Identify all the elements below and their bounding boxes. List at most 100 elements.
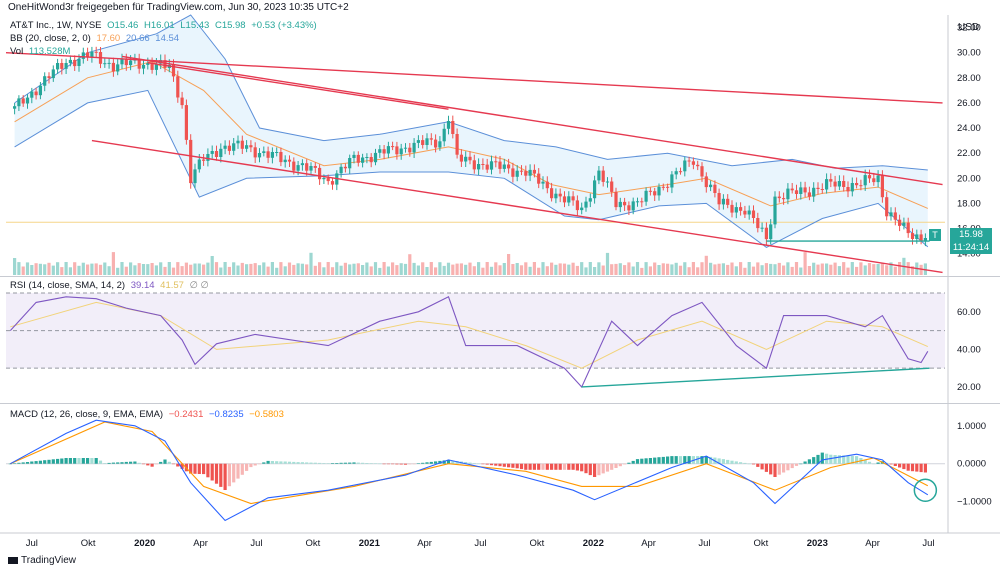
macd-histogram-bar [395,463,399,465]
macd-histogram-bar [313,462,317,464]
volume-bar [429,262,433,275]
volume-bar [365,262,369,275]
volume-bar [623,265,627,275]
candle-body [597,170,601,181]
candle-body [747,210,751,215]
macd-histogram-bar [571,463,575,470]
candle-body [391,146,395,148]
candle-body [13,106,17,109]
macd-histogram-bar [812,457,816,464]
macd-histogram-bar [700,456,704,464]
macd-histogram-bar [807,459,811,464]
volume-bar [593,267,597,275]
time-axis-label: 2021 [359,538,381,549]
candle-body [150,63,154,70]
macd-histogram-bar [90,458,94,464]
candle-body [176,76,180,98]
candle-body [47,76,51,79]
macd-histogram-bar [442,460,446,464]
candle-body [906,222,910,234]
macd-histogram-bar [906,463,910,471]
macd-histogram-bar [133,461,137,464]
volume-bar [446,262,451,275]
volume-bar [782,265,786,275]
candle-body [494,161,498,163]
volume-bar [412,262,416,275]
macd-histogram-bar [399,463,403,465]
volume-bar [330,267,335,275]
volume-bar [674,262,678,275]
candle-body [309,166,313,171]
time-axis-label: 2022 [583,538,604,549]
volume-bar [13,258,17,275]
volume-bar [275,267,279,275]
volume-bar [129,262,133,275]
candle-body [825,179,829,190]
volume-bar [550,262,554,275]
macd-histogram-bar [889,463,893,465]
macd-histogram-bar [704,456,708,464]
macd-label[interactable]: MACD (12, 26, close, 9, EMA, EMA) [10,409,164,420]
bb-label[interactable]: BB (20, close, 2, 0) [10,33,91,44]
volume-bar [730,262,734,275]
volume-bar [442,265,446,275]
footer-brand[interactable]: TradingView [8,555,76,566]
candle-body [382,149,386,154]
macd-histogram-bar [678,456,683,464]
candle-body [90,51,94,58]
candle-body [318,167,322,180]
candle-body [373,152,378,163]
volume-bar [910,266,915,275]
vol-legend: Vol 113.528M [10,46,73,57]
macd-histogram-bar [180,463,184,469]
volume-bar [489,266,494,275]
candle-body [855,183,859,186]
volume-bar [580,262,584,275]
volume-bar [38,263,42,275]
macd-histogram-bar [893,463,897,466]
volume-bar [438,262,442,275]
volume-bar [253,263,257,275]
candle-body [893,212,897,220]
volume-bar [30,265,34,275]
candle-body [43,76,47,86]
volume-bar [803,252,807,275]
vol-label[interactable]: Vol [10,46,24,57]
macd-histogram-bar [739,462,743,464]
candle-body [326,177,330,182]
volume-bar [756,262,760,275]
candle-body [21,98,25,104]
symbol-label[interactable]: AT&T Inc., 1W, NYSE [10,20,102,31]
bb-upper-value: 20.66 [125,33,150,44]
volume-bar [812,262,816,275]
candle-body [365,157,369,158]
macd-histogram-bar [756,463,760,467]
candle-body [799,187,803,194]
rsi-label[interactable]: RSI (14, close, SMA, 14, 2) [10,280,126,291]
macd-histogram-bar [502,463,506,467]
trendline [5,51,943,104]
macd-histogram-bar [56,458,60,464]
volume-bar [124,266,128,275]
volume-bar [709,262,713,275]
rsi-value: 39.14 [130,280,155,291]
candle-body [519,170,524,172]
volume-bar [116,267,120,275]
candle-body [129,60,133,66]
volume-bar [640,267,644,275]
macd-histogram-bar [326,463,330,464]
volume-bar [322,267,326,275]
macd-histogram-bar [855,456,859,464]
candle-body [154,63,158,70]
macd-histogram-bar [103,463,107,464]
volume-bar [545,266,549,275]
volume-bar [107,266,111,275]
candle-body [266,151,270,158]
candle-body [623,201,627,206]
macd-histogram-bar [159,461,163,464]
macd-histogram-bar [769,463,773,475]
candle-body [704,176,708,188]
macd-histogram-bar [584,463,588,474]
macd-histogram-bar [734,461,738,464]
macd-histogram-bar [666,456,670,464]
